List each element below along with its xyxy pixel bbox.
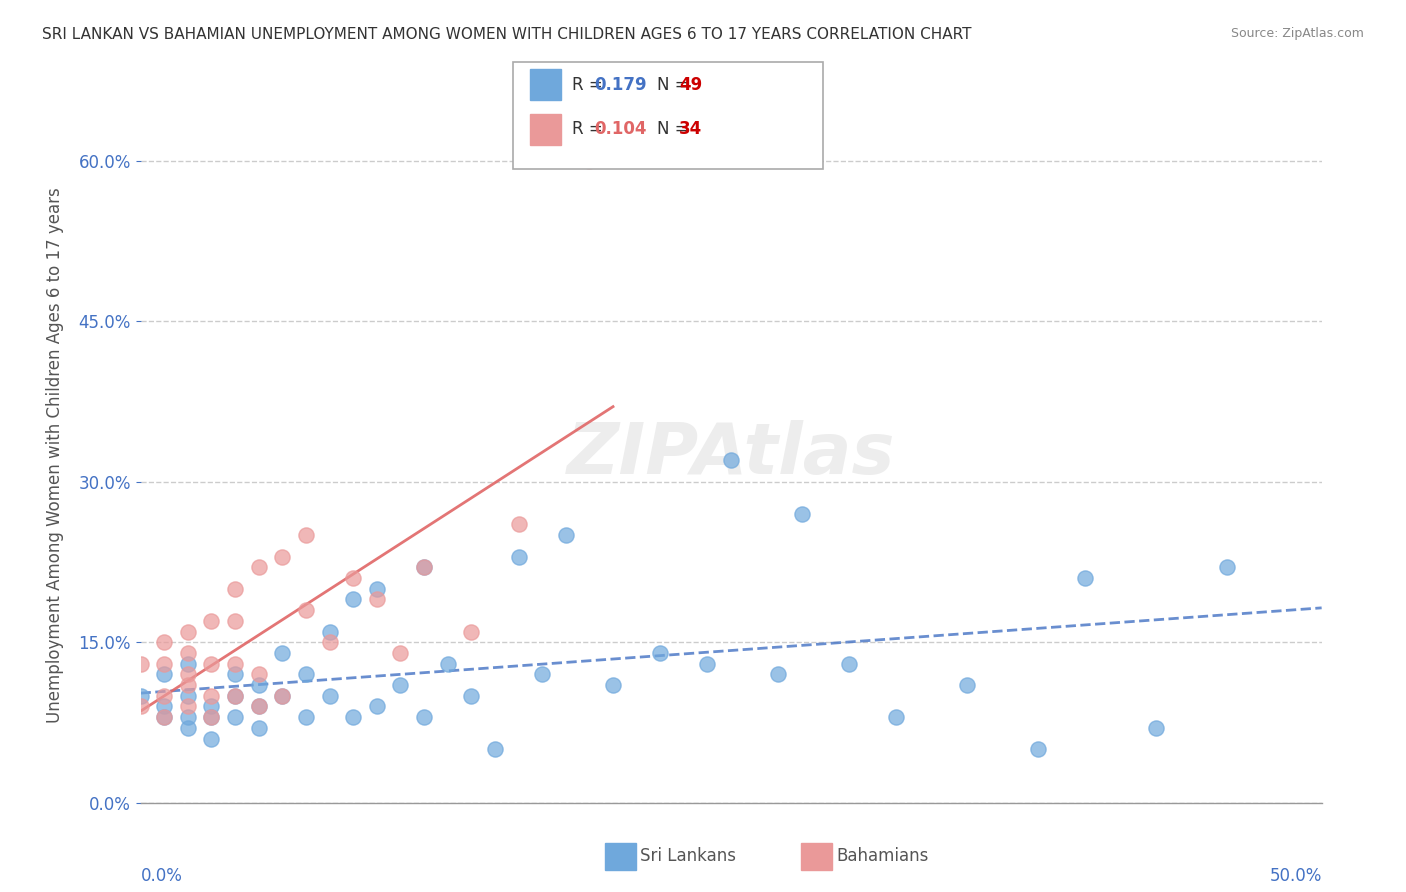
Sri Lankans	[200, 731, 222, 746]
Sri Lankans	[886, 710, 908, 724]
Bahamians	[224, 689, 246, 703]
Sri Lankans	[956, 678, 979, 692]
Bahamians	[129, 699, 152, 714]
Sri Lankans	[1144, 721, 1167, 735]
Sri Lankans	[153, 710, 176, 724]
Sri Lankans	[153, 667, 176, 681]
Bahamians	[177, 646, 200, 660]
Sri Lankans	[200, 710, 222, 724]
Bahamians	[129, 657, 152, 671]
Sri Lankans	[224, 667, 246, 681]
Bahamians	[224, 657, 246, 671]
Bahamians	[224, 614, 246, 628]
Sri Lankans	[436, 657, 458, 671]
Sri Lankans	[177, 689, 200, 703]
Bahamians	[342, 571, 364, 585]
Text: N =: N =	[657, 120, 693, 138]
Bahamians	[200, 657, 222, 671]
Sri Lankans	[366, 699, 388, 714]
Bahamians	[389, 646, 412, 660]
Text: 50.0%: 50.0%	[1270, 867, 1322, 885]
Sri Lankans	[1074, 571, 1097, 585]
Bahamians	[318, 635, 340, 649]
Bahamians	[578, 153, 600, 168]
Bahamians	[508, 517, 530, 532]
Sri Lankans	[177, 721, 200, 735]
Sri Lankans	[1216, 560, 1239, 574]
Sri Lankans	[389, 678, 412, 692]
Sri Lankans	[602, 678, 624, 692]
Bahamians	[224, 582, 246, 596]
Sri Lankans	[838, 657, 860, 671]
Sri Lankans	[271, 646, 294, 660]
Text: R =: R =	[572, 76, 609, 94]
Text: Source: ZipAtlas.com: Source: ZipAtlas.com	[1230, 27, 1364, 40]
Bahamians	[200, 710, 222, 724]
Sri Lankans	[768, 667, 790, 681]
Sri Lankans	[508, 549, 530, 564]
Text: ZIPAtlas: ZIPAtlas	[567, 420, 896, 490]
Sri Lankans	[554, 528, 576, 542]
Sri Lankans	[342, 710, 364, 724]
Sri Lankans	[318, 624, 340, 639]
Bahamians	[200, 689, 222, 703]
Sri Lankans	[484, 742, 506, 756]
Text: SRI LANKAN VS BAHAMIAN UNEMPLOYMENT AMONG WOMEN WITH CHILDREN AGES 6 TO 17 YEARS: SRI LANKAN VS BAHAMIAN UNEMPLOYMENT AMON…	[42, 27, 972, 42]
Bahamians	[271, 549, 294, 564]
Bahamians	[200, 614, 222, 628]
Y-axis label: Unemployment Among Women with Children Ages 6 to 17 years: Unemployment Among Women with Children A…	[46, 187, 65, 723]
Sri Lankans	[271, 689, 294, 703]
Sri Lankans	[366, 582, 388, 596]
Sri Lankans	[247, 721, 270, 735]
Bahamians	[271, 689, 294, 703]
Sri Lankans	[460, 689, 482, 703]
Sri Lankans	[153, 699, 176, 714]
Sri Lankans	[720, 453, 742, 467]
Text: N =: N =	[657, 76, 693, 94]
Bahamians	[153, 657, 176, 671]
Sri Lankans	[295, 710, 318, 724]
Sri Lankans	[696, 657, 718, 671]
Sri Lankans	[650, 646, 672, 660]
Bahamians	[247, 699, 270, 714]
Bahamians	[413, 560, 436, 574]
Bahamians	[247, 667, 270, 681]
Bahamians	[366, 592, 388, 607]
Sri Lankans	[413, 560, 436, 574]
Bahamians	[460, 624, 482, 639]
Text: 0.104: 0.104	[595, 120, 647, 138]
Bahamians	[295, 528, 318, 542]
Sri Lankans	[247, 678, 270, 692]
Text: Sri Lankans: Sri Lankans	[640, 847, 735, 865]
Text: 0.0%: 0.0%	[141, 867, 183, 885]
Bahamians	[295, 603, 318, 617]
Sri Lankans	[318, 689, 340, 703]
Text: R =: R =	[572, 120, 609, 138]
Sri Lankans	[247, 699, 270, 714]
Text: 49: 49	[679, 76, 703, 94]
Bahamians	[177, 699, 200, 714]
Sri Lankans	[342, 592, 364, 607]
Sri Lankans	[224, 689, 246, 703]
Bahamians	[177, 678, 200, 692]
Bahamians	[153, 635, 176, 649]
Sri Lankans	[200, 699, 222, 714]
Sri Lankans	[413, 710, 436, 724]
Text: Bahamians: Bahamians	[837, 847, 929, 865]
Sri Lankans	[531, 667, 554, 681]
Sri Lankans	[790, 507, 813, 521]
Bahamians	[153, 689, 176, 703]
Bahamians	[177, 624, 200, 639]
Sri Lankans	[177, 710, 200, 724]
Bahamians	[177, 667, 200, 681]
Sri Lankans	[224, 710, 246, 724]
Sri Lankans	[1026, 742, 1049, 756]
Sri Lankans	[129, 689, 152, 703]
Sri Lankans	[295, 667, 318, 681]
Text: 34: 34	[679, 120, 703, 138]
Bahamians	[153, 710, 176, 724]
Sri Lankans	[177, 657, 200, 671]
Text: 0.179: 0.179	[595, 76, 647, 94]
Bahamians	[247, 560, 270, 574]
